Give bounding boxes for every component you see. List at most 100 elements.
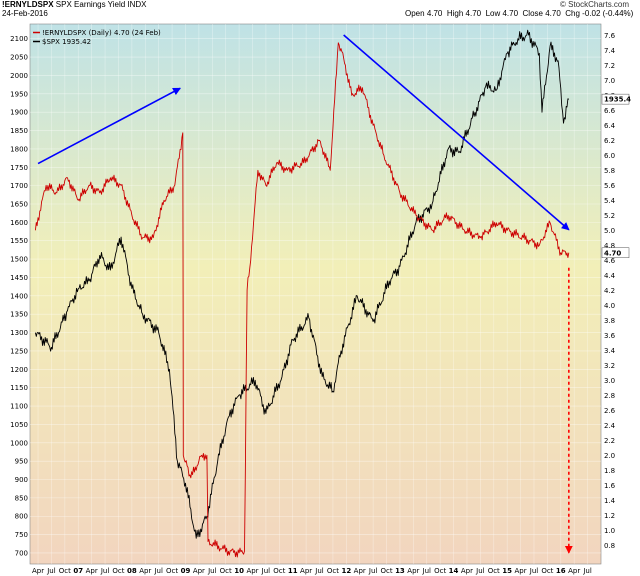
right-tick-label: 1.2	[604, 512, 615, 520]
left-tick-label: 2100	[10, 35, 28, 43]
right-tick-label: 4.6	[604, 257, 616, 265]
right-tick-label: 3.8	[604, 317, 615, 325]
left-tick-label: 1450	[10, 274, 28, 282]
left-tick-label: 850	[15, 494, 28, 502]
right-tick-label: 5.8	[604, 167, 615, 175]
x-tick-label: 14	[449, 567, 459, 575]
x-tick-label: Oct	[434, 567, 446, 575]
x-tick-label: Apr	[193, 567, 205, 575]
left-tick-label: 1000	[10, 439, 28, 447]
high-label: High	[446, 9, 464, 18]
x-tick-label: Oct	[166, 567, 178, 575]
left-tick-label: 1850	[10, 127, 28, 135]
left-tick-label: 1250	[10, 347, 28, 355]
left-tick-label: 1300	[10, 329, 28, 337]
open-label: Open	[405, 9, 425, 18]
legend-entry: !ERNYLDSPX (Daily) 4.70 (24 Feb)	[42, 29, 161, 37]
x-tick-label: Oct	[273, 567, 285, 575]
x-tick-label: Apr	[300, 567, 312, 575]
x-tick-label: Apr	[515, 567, 527, 575]
right-tick-label: 2.6	[604, 407, 616, 415]
chg-value: -0.02 (-0.44%)	[582, 9, 634, 18]
x-tick-label: Jul	[100, 567, 110, 575]
x-tick-label: 07	[73, 567, 83, 575]
x-tick-label: Apr	[568, 567, 580, 575]
right-tick-label: 6.2	[604, 137, 615, 145]
right-tick-label: 2.8	[604, 392, 615, 400]
last-value-box	[601, 93, 630, 105]
left-axis: 700 750 800 850 900 950 1000 1050 1100 1150 1200 12…	[10, 35, 28, 557]
right-tick-label: 2.4	[604, 422, 616, 430]
left-tick-label: 1200	[10, 366, 28, 374]
left-tick-label: 1100	[10, 403, 28, 411]
ohlc-readout: Open 4.70 High 4.70 Low 4.70 Close 4.70 …	[405, 9, 633, 18]
chart-symbol: !ERNYLDSPX SPX Earnings Yield INDX	[2, 0, 147, 9]
x-tick-label: Jul	[582, 567, 592, 575]
x-tick-label: Jul	[153, 567, 163, 575]
left-tick-label: 1650	[10, 201, 28, 209]
x-axis: Apr Jul Oct 07 Apr Jul Oct 08 Apr Jul Oct 09 Apr Jul O…	[32, 567, 592, 575]
legend: !ERNYLDSPX (Daily) 4.70 (24 Feb)$SPX 193…	[33, 29, 161, 46]
x-tick-label: 15	[502, 567, 512, 575]
left-tick-label: 800	[15, 513, 28, 521]
x-tick-label: 09	[181, 567, 191, 575]
annotation-layer	[37, 34, 573, 554]
right-tick-label: 5.4	[604, 197, 616, 205]
open-value: 4.70	[426, 9, 443, 18]
x-tick-label: 10	[234, 567, 244, 575]
right-tick-label: 0.8	[604, 542, 615, 550]
x-tick-label: Jul	[46, 567, 56, 575]
series-layer	[34, 29, 570, 558]
right-tick-label: 5.6	[604, 182, 616, 190]
left-tick-label: 1800	[10, 145, 28, 153]
left-tick-label: 1350	[10, 311, 28, 319]
symbol-label: !ERNYLDSPX	[2, 0, 54, 9]
left-tick-label: 1500	[10, 256, 28, 264]
chg-label: Chg	[565, 9, 580, 18]
right-tick-label: 7.4	[604, 47, 616, 55]
x-tick-label: 12	[341, 567, 351, 575]
plot-area	[29, 23, 602, 565]
x-tick-label: Jul	[314, 567, 324, 575]
trend-arrow-annotation	[343, 34, 570, 231]
left-tick-label: 1400	[10, 292, 28, 300]
x-tick-label: Oct	[59, 567, 71, 575]
right-tick-label: 2.0	[604, 452, 615, 460]
right-tick-label: 1.0	[604, 527, 615, 535]
right-tick-label: 3.6	[604, 332, 616, 340]
left-tick-label: 1550	[10, 237, 28, 245]
left-tick-label: 950	[15, 458, 28, 466]
right-tick-label: 6.0	[604, 152, 615, 160]
right-tick-label: 4.8	[604, 242, 615, 250]
x-tick-label: Oct	[488, 567, 500, 575]
low-label: Low	[485, 9, 501, 18]
last-value-labels: 1935.4 4.70	[601, 93, 631, 258]
right-tick-label: 7.0	[604, 77, 615, 85]
brand-label: © StockCharts.com	[560, 0, 630, 9]
x-tick-label: Oct	[220, 567, 232, 575]
x-tick-label: Jul	[368, 567, 378, 575]
right-tick-label: 7.6	[604, 32, 616, 40]
right-tick-label: 1.8	[604, 467, 615, 475]
right-tick-label: 3.2	[604, 362, 615, 370]
right-tick-label: 6.6	[604, 107, 616, 115]
x-tick-label: Apr	[86, 567, 98, 575]
left-tick-label: 1600	[10, 219, 28, 227]
x-tick-label: Oct	[541, 567, 553, 575]
x-tick-label: Oct	[112, 567, 124, 575]
x-tick-label: Apr	[32, 567, 44, 575]
x-tick-label: Jul	[475, 567, 485, 575]
left-tick-label: 1950	[10, 90, 28, 98]
x-tick-label: Jul	[261, 567, 271, 575]
left-tick-label: 2050	[10, 54, 28, 62]
right-tick-label: 1.4	[604, 497, 616, 505]
right-tick-label: 7.2	[604, 62, 615, 70]
last-value-box	[601, 247, 630, 258]
x-tick-label: 11	[288, 567, 298, 575]
left-tick-label: 1900	[10, 109, 28, 117]
x-tick-label: 16	[556, 567, 566, 575]
symbol-description: SPX Earnings Yield INDX	[55, 0, 147, 9]
left-tick-label: 700	[15, 549, 28, 557]
last-value-label: 4.70	[604, 249, 621, 257]
right-tick-label: 3.4	[604, 347, 616, 355]
